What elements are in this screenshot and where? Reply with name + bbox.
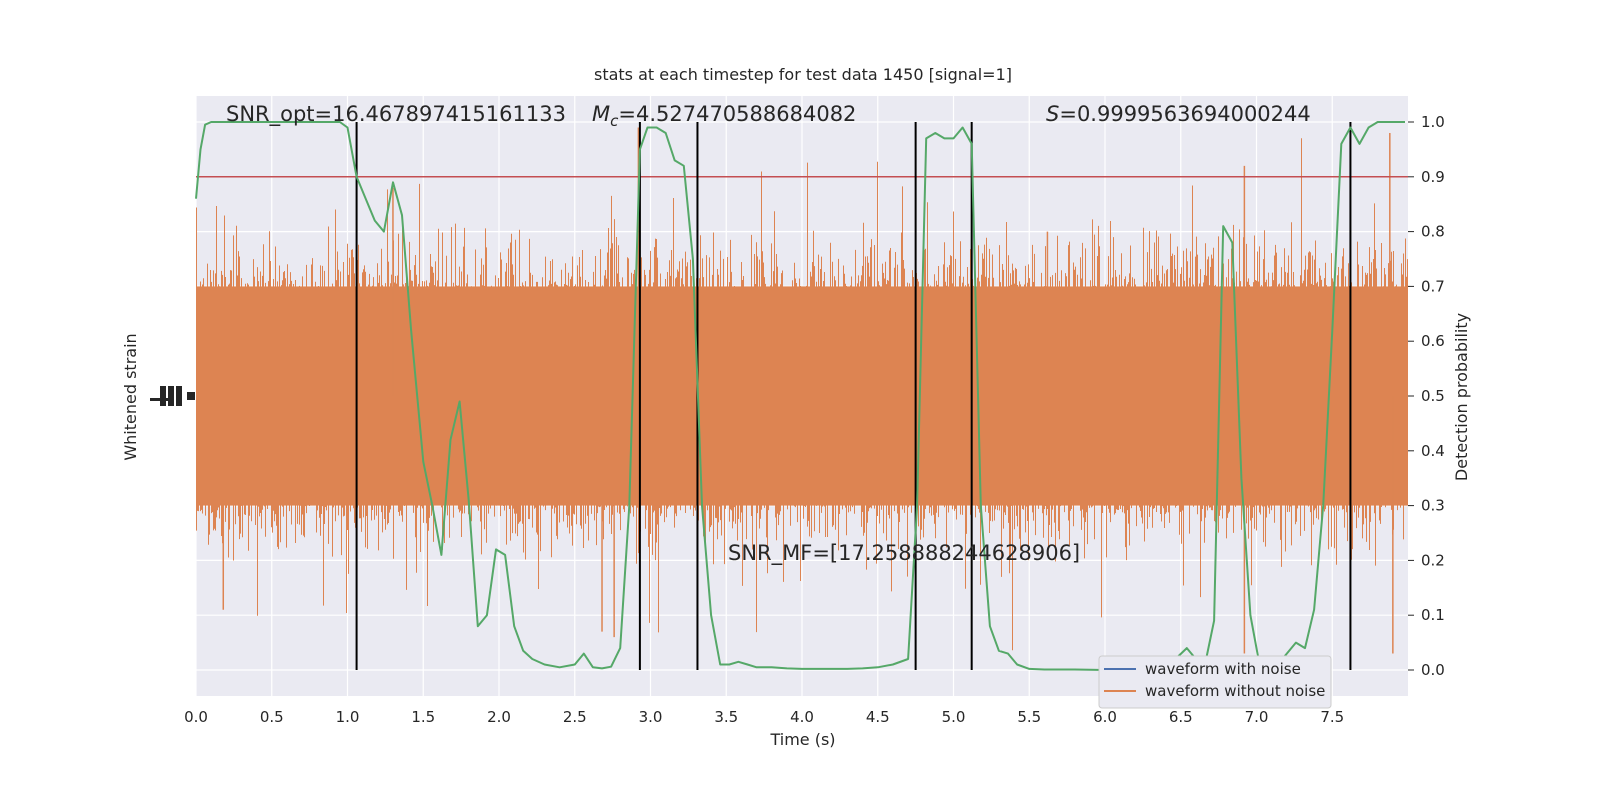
legend: waveform with noise waveform without noi… <box>1098 655 1332 709</box>
s-value: =0.9999563694000244 <box>1059 102 1310 126</box>
y-tick-label: 0.5 <box>1421 387 1445 405</box>
chirp-mass-annotation: Mc=4.527470588684082 <box>592 102 856 130</box>
s-symbol: S <box>1046 102 1059 126</box>
y-tick-label: 0.4 <box>1421 442 1445 460</box>
x-tick-label: 3.0 <box>639 708 663 726</box>
s-annotation: S=0.9999563694000244 <box>1046 102 1311 126</box>
x-axis-ticks: 0.0 0.5 1.0 1.5 2.0 2.5 3.0 3.5 4.0 4.5 5.0 5.5 6.0 6… <box>184 708 1344 726</box>
y-tick-label: 0.6 <box>1421 332 1445 350</box>
x-tick-label: 0.0 <box>184 708 208 726</box>
left-tick-clutter <box>160 386 166 406</box>
y-tick-label: 0.7 <box>1421 277 1445 295</box>
y-tick-label: 0.3 <box>1421 497 1445 515</box>
x-tick-label: 1.0 <box>336 708 360 726</box>
y-tick-label: 0.0 <box>1421 661 1445 679</box>
x-tick-label: 4.0 <box>790 708 814 726</box>
left-axis-tick-labels <box>150 386 195 406</box>
y-tick-label: 0.2 <box>1421 551 1445 569</box>
y-tick-label: 0.9 <box>1421 168 1445 186</box>
x-tick-label: 4.5 <box>866 708 890 726</box>
snr-mf-annotation: SNR_MF=[17.258888244628906] <box>728 541 1080 566</box>
legend-label-without-noise: waveform without noise <box>1145 682 1325 700</box>
detection-probability-series <box>195 121 1405 671</box>
left-tick-clutter <box>176 386 182 406</box>
x-tick-label: 5.0 <box>942 708 966 726</box>
y-tick-label: 0.8 <box>1421 223 1445 241</box>
x-tick-label: 2.5 <box>563 708 587 726</box>
x-tick-label: 7.0 <box>1245 708 1269 726</box>
x-tick-label: 2.0 <box>487 708 511 726</box>
left-tick-clutter <box>150 398 168 401</box>
mc-symbol: M <box>592 102 610 126</box>
x-tick-label: 6.0 <box>1093 708 1117 726</box>
y-tick-label: 1.0 <box>1421 113 1445 131</box>
mc-subscript: c <box>610 112 619 130</box>
mc-value: =4.527470588684082 <box>618 102 856 126</box>
chart-title: stats at each timestep for test data 145… <box>594 65 1012 84</box>
left-axis-label: Whitened strain <box>121 333 140 460</box>
x-tick-label: 5.5 <box>1017 708 1041 726</box>
left-tick-clutter <box>168 386 174 406</box>
right-axis-ticks: 0.0 0.1 0.2 0.3 0.4 0.5 0.6 0.7 0.8 0.9 1.0 <box>1408 113 1445 679</box>
waveform-without-noise-series <box>196 127 1408 654</box>
left-tick-clutter <box>187 392 195 400</box>
x-tick-label: 0.5 <box>260 708 284 726</box>
x-tick-label: 6.5 <box>1169 708 1193 726</box>
y-tick-label: 0.1 <box>1421 606 1445 624</box>
detection-probability-line <box>195 121 1405 671</box>
legend-label-with-noise: waveform with noise <box>1145 660 1301 678</box>
snr-opt-annotation: SNR_opt=16.467897415161133 <box>226 102 566 127</box>
x-axis-label: Time (s) <box>769 730 835 749</box>
x-tick-label: 3.5 <box>714 708 738 726</box>
legend-box <box>1098 655 1332 709</box>
right-axis-label: Detection probability <box>1452 313 1471 481</box>
x-tick-label: 1.5 <box>411 708 435 726</box>
x-tick-label: 7.5 <box>1320 708 1344 726</box>
